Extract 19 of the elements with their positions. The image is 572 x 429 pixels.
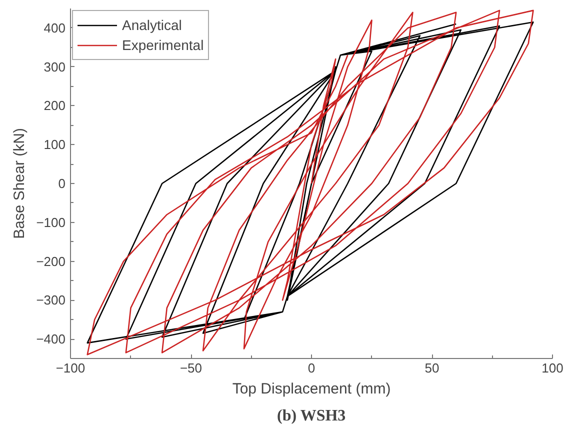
y-tick-label: −200 [36,254,66,269]
x-tick-label: −100 [56,360,86,376]
x-tick-label: 50 [424,360,440,376]
x-axis-title: Top Displacement (mm) [232,380,391,398]
y-tick-label: 400 [44,20,66,36]
legend-label: Analytical [122,17,182,33]
x-tick-label: 0 [308,360,316,376]
x-tick-label: 100 [542,360,564,376]
x-tick-label: −50 [180,360,202,376]
y-tick-label: 0 [58,176,66,191]
y-tick-label: −100 [36,214,66,230]
y-tick-label: −400 [36,332,66,347]
text: (b) WSH3 [277,408,346,424]
y-tick-label: −300 [36,292,66,308]
legend-label: Experimental [122,37,204,53]
y-tick-label: 300 [44,59,66,74]
y-tick-label: 200 [44,98,66,114]
y-axis-title: Base Shear (kN) [11,128,28,239]
y-tick-label: 100 [44,137,66,152]
